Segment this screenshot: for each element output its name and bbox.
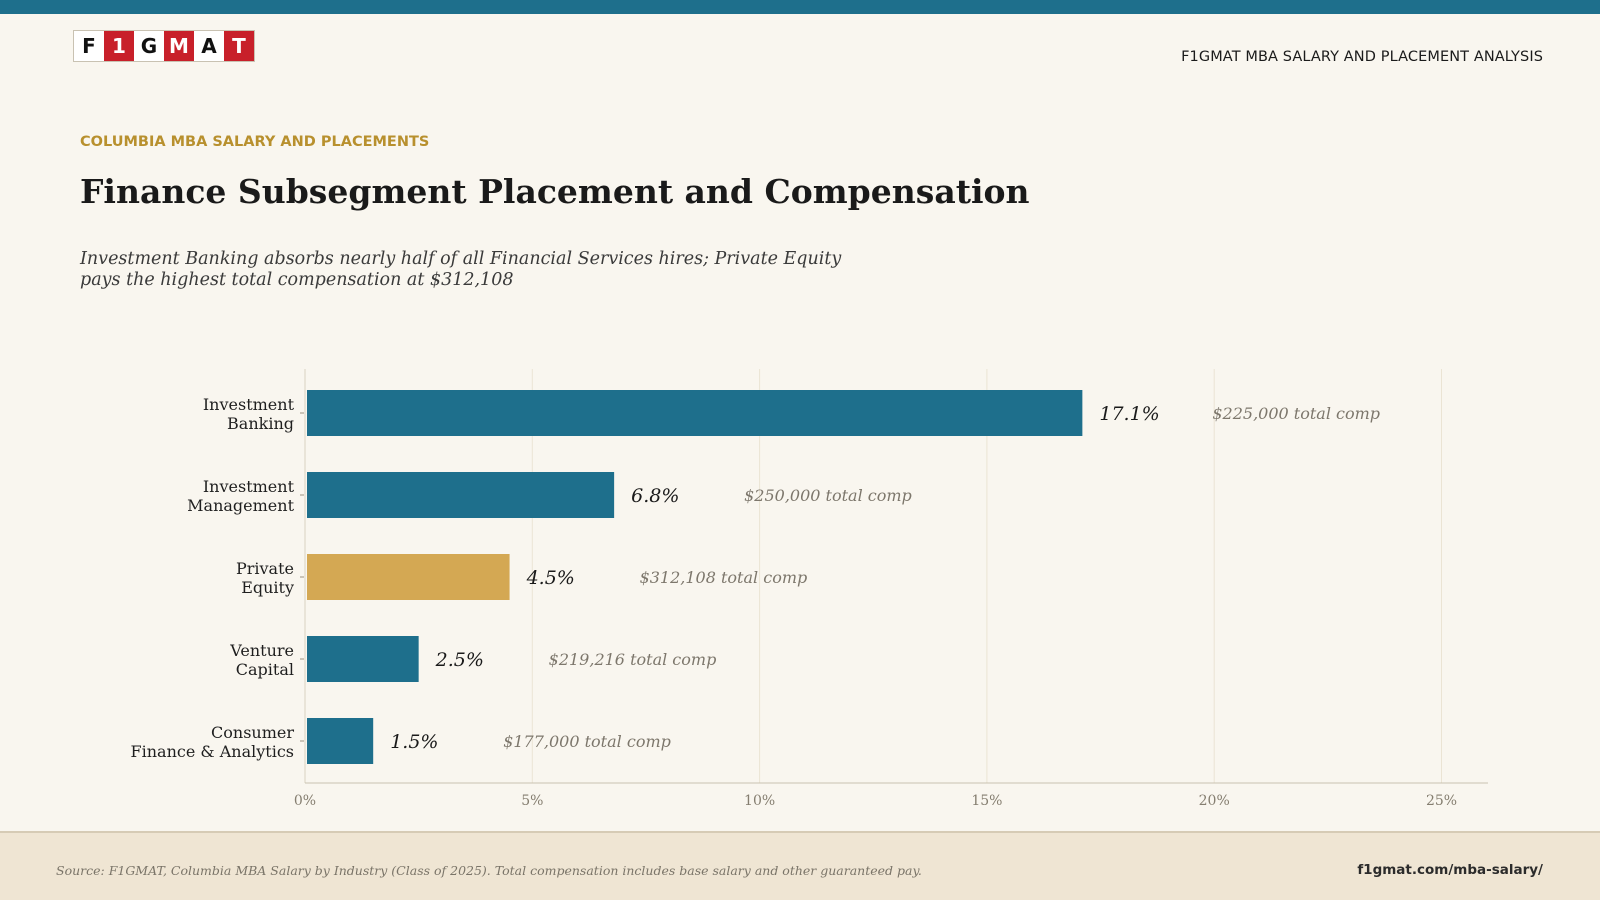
category-label-line: Finance & Analytics bbox=[131, 742, 294, 761]
bar bbox=[307, 636, 419, 682]
logo-letter: G bbox=[134, 31, 164, 61]
page-title: Finance Subsegment Placement and Compens… bbox=[80, 172, 1030, 211]
x-tick-label: 15% bbox=[971, 793, 1002, 809]
category-label-line: Venture bbox=[229, 641, 294, 660]
value-label: 2.5% bbox=[435, 649, 484, 671]
category-label-line: Capital bbox=[236, 660, 294, 679]
bar bbox=[307, 554, 510, 600]
logo-letter: T bbox=[224, 31, 254, 61]
chart-subtitle: Investment Banking absorbs nearly half o… bbox=[80, 249, 842, 290]
category-label-line: Investment bbox=[203, 477, 295, 496]
source-note: Source: F1GMAT, Columbia MBA Salary by I… bbox=[56, 863, 922, 878]
logo-letter: M bbox=[164, 31, 194, 61]
x-tick-label: 25% bbox=[1426, 793, 1457, 809]
x-tick-label: 5% bbox=[521, 793, 543, 809]
comp-label: $250,000 total comp bbox=[744, 486, 912, 505]
value-label: 1.5% bbox=[390, 731, 438, 753]
value-label: 6.8% bbox=[631, 485, 679, 507]
category-label: Investment Banking bbox=[203, 395, 295, 433]
top-accent-bar bbox=[0, 0, 1600, 14]
footer-link[interactable]: f1gmat.com/mba-salary/ bbox=[1357, 862, 1543, 878]
x-tick-label: 10% bbox=[744, 793, 775, 809]
category-label-line: Banking bbox=[227, 414, 294, 433]
header-title: F1GMAT MBA SALARY AND PLACEMENT ANALYSIS bbox=[1181, 49, 1543, 65]
category-label: Venture Capital bbox=[229, 641, 294, 679]
comp-label: $177,000 total comp bbox=[503, 732, 671, 751]
bar bbox=[307, 472, 615, 518]
logo-letter: F bbox=[74, 31, 104, 61]
comp-label: $219,216 total comp bbox=[549, 650, 717, 669]
x-tick-label: 0% bbox=[294, 793, 316, 809]
category-label-line: Management bbox=[187, 496, 294, 515]
category-label-line: Consumer bbox=[211, 723, 294, 742]
category-label-line: Private bbox=[236, 559, 294, 578]
eyebrow-label: COLUMBIA MBA SALARY AND PLACEMENTS bbox=[80, 134, 430, 150]
bar bbox=[307, 718, 374, 764]
category-label: Consumer Finance & Analytics bbox=[131, 723, 295, 761]
comp-label: $312,108 total comp bbox=[640, 568, 808, 587]
value-label: 4.5% bbox=[526, 567, 575, 589]
bar bbox=[307, 390, 1083, 436]
x-tick-label: 20% bbox=[1199, 793, 1230, 809]
logo-letter: A bbox=[194, 31, 224, 61]
category-label-line: Equity bbox=[241, 578, 294, 597]
footer: Source: F1GMAT, Columbia MBA Salary by I… bbox=[0, 831, 1600, 900]
category-label-line: Investment bbox=[203, 395, 295, 414]
category-label: Investment Management bbox=[187, 477, 294, 515]
category-label: Private Equity bbox=[236, 559, 294, 597]
comp-label: $225,000 total comp bbox=[1212, 404, 1380, 423]
value-label: 17.1% bbox=[1099, 403, 1159, 425]
bar-chart: 0% 5% 10% 15% 20% 25%Investment Banking 17.1% $2… bbox=[131, 369, 1488, 809]
logo-letter: 1 bbox=[104, 31, 134, 61]
f1gmat-logo[interactable]: F 1 G M A T bbox=[73, 30, 255, 62]
